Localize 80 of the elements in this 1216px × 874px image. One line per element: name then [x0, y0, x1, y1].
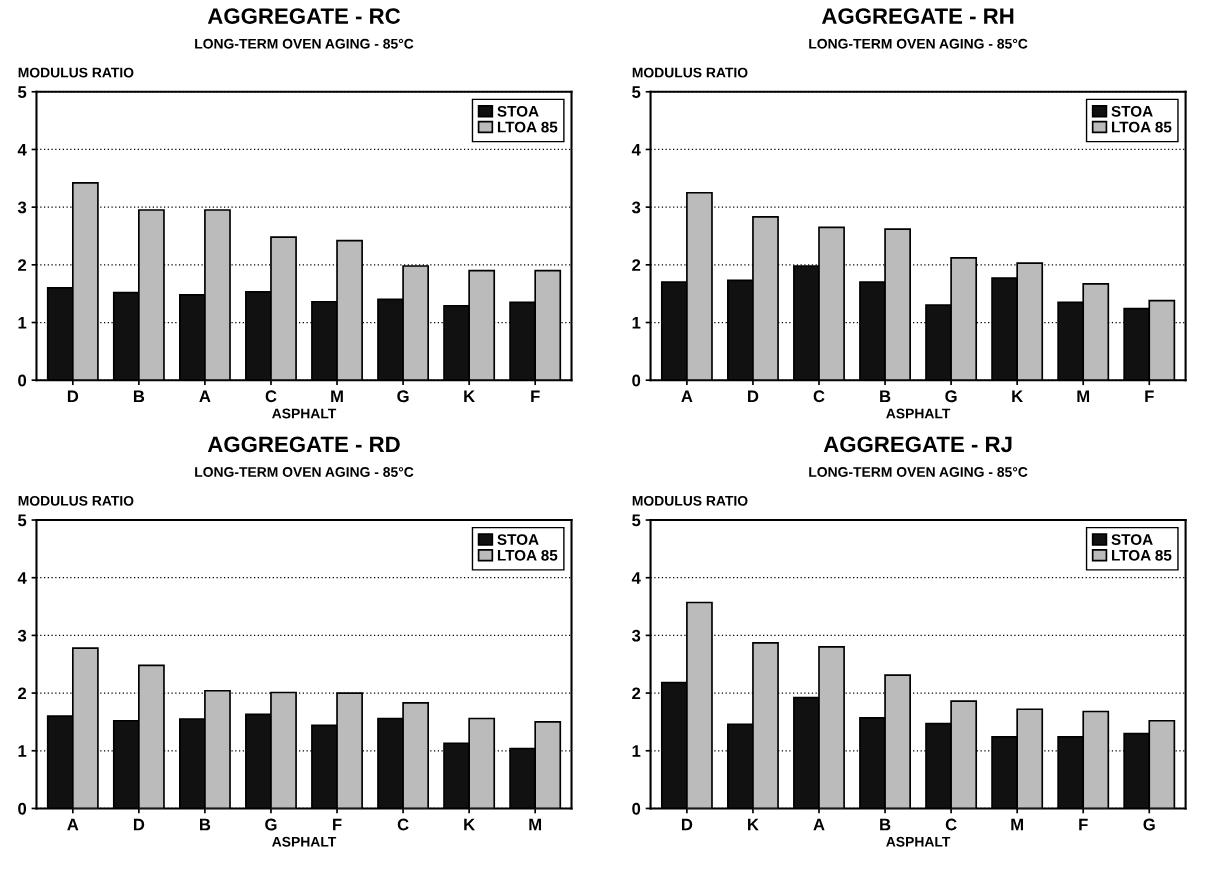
chart-title: AGGREGATE - RJ	[823, 436, 1012, 453]
x-tick-label: D	[133, 818, 145, 831]
legend-label: STOA	[497, 105, 539, 117]
chart-title: AGGREGATE - RD	[207, 436, 400, 453]
y-tick-label: 4	[17, 144, 27, 156]
x-tick-label: D	[67, 390, 79, 402]
chart-subtitle: LONG-TERM OVEN AGING - 85°C	[809, 467, 1028, 477]
chart-title: AGGREGATE - RH	[821, 8, 1014, 24]
y-tick-label: 3	[631, 629, 641, 642]
y-axis-title: MODULUS RATIO	[632, 67, 748, 78]
y-axis-title: MODULUS RATIO	[18, 67, 134, 78]
chart-subtitle: LONG-TERM OVEN AGING - 85°C	[195, 467, 414, 477]
y-tick-label: 5	[18, 86, 27, 98]
x-tick-label: M	[1077, 390, 1090, 402]
x-tick-label: C	[265, 390, 277, 403]
y-tick-label: 4	[631, 572, 641, 584]
x-tick-label: K	[1012, 390, 1024, 402]
legend-label: LTOA 85	[1112, 549, 1172, 561]
x-tick-label: K	[464, 818, 475, 831]
y-tick-label: 4	[17, 572, 27, 584]
y-axis-title: MODULUS RATIO	[18, 495, 134, 506]
legend-label: STOA	[1111, 534, 1153, 545]
y-tick-label: 3	[631, 201, 641, 214]
legend-label: LTOA 85	[497, 549, 558, 561]
legend-label: LTOA 85	[497, 121, 558, 133]
y-tick-label: 1	[632, 317, 641, 329]
x-tick-label: K	[464, 390, 475, 402]
x-tick-label: F	[1145, 390, 1154, 402]
x-tick-label: M	[331, 390, 343, 402]
chart-subtitle: LONG-TERM OVEN AGING - 85°C	[195, 38, 414, 49]
x-axis-title: ASPHALT	[886, 408, 951, 419]
y-tick-label: 3	[17, 201, 27, 214]
x-tick-label: A	[67, 818, 79, 831]
x-tick-label: C	[813, 390, 825, 403]
x-tick-label: B	[880, 818, 891, 831]
y-tick-label: 2	[632, 687, 641, 700]
x-tick-label: B	[200, 818, 211, 831]
y-tick-label: 2	[18, 259, 27, 271]
x-tick-label: G	[397, 390, 409, 403]
y-tick-label: 1	[18, 745, 27, 757]
legend-label: STOA	[497, 534, 539, 545]
chart-title: AGGREGATE - RC	[207, 8, 401, 24]
y-tick-label: 2	[18, 687, 27, 700]
x-tick-label: C	[397, 818, 409, 831]
x-tick-label: G	[945, 390, 957, 403]
y-tick-label: 3	[17, 629, 27, 642]
x-tick-label: A	[199, 390, 211, 402]
y-tick-label: 2	[632, 259, 641, 271]
y-tick-label: 1	[632, 745, 641, 757]
x-tick-label: A	[813, 818, 825, 831]
legend-label: STOA	[1111, 105, 1153, 117]
legend-label: LTOA 85	[1112, 121, 1172, 133]
x-tick-label: M	[529, 818, 542, 831]
x-axis-title: ASPHALT	[886, 836, 951, 847]
x-tick-label: C	[945, 818, 957, 831]
y-tick-label: 4	[631, 144, 641, 156]
x-tick-label: F	[531, 390, 540, 402]
chart-subtitle: LONG-TERM OVEN AGING - 85°C	[809, 38, 1028, 49]
x-axis-title: ASPHALT	[272, 836, 337, 847]
y-tick-label: 0	[632, 802, 641, 815]
y-axis-title: MODULUS RATIO	[632, 495, 748, 506]
y-tick-label: 1	[18, 317, 27, 329]
y-tick-label: 5	[18, 514, 27, 527]
y-tick-label: 0	[632, 374, 641, 387]
y-tick-label: 0	[18, 374, 27, 387]
y-tick-label: 0	[18, 802, 27, 815]
x-tick-label: B	[880, 390, 891, 402]
x-tick-label: G	[1143, 818, 1155, 831]
x-tick-label: B	[133, 390, 145, 402]
x-tick-label: F	[1079, 818, 1088, 831]
x-axis-title: ASPHALT	[272, 408, 337, 419]
x-tick-label: K	[748, 818, 759, 831]
x-tick-label: D	[748, 390, 759, 402]
y-tick-label: 5	[632, 86, 641, 98]
x-tick-label: D	[681, 818, 693, 831]
x-tick-label: G	[265, 818, 277, 831]
x-tick-label: F	[333, 818, 342, 831]
x-tick-label: A	[681, 390, 693, 402]
x-tick-label: M	[1011, 818, 1023, 831]
y-tick-label: 5	[632, 514, 641, 527]
